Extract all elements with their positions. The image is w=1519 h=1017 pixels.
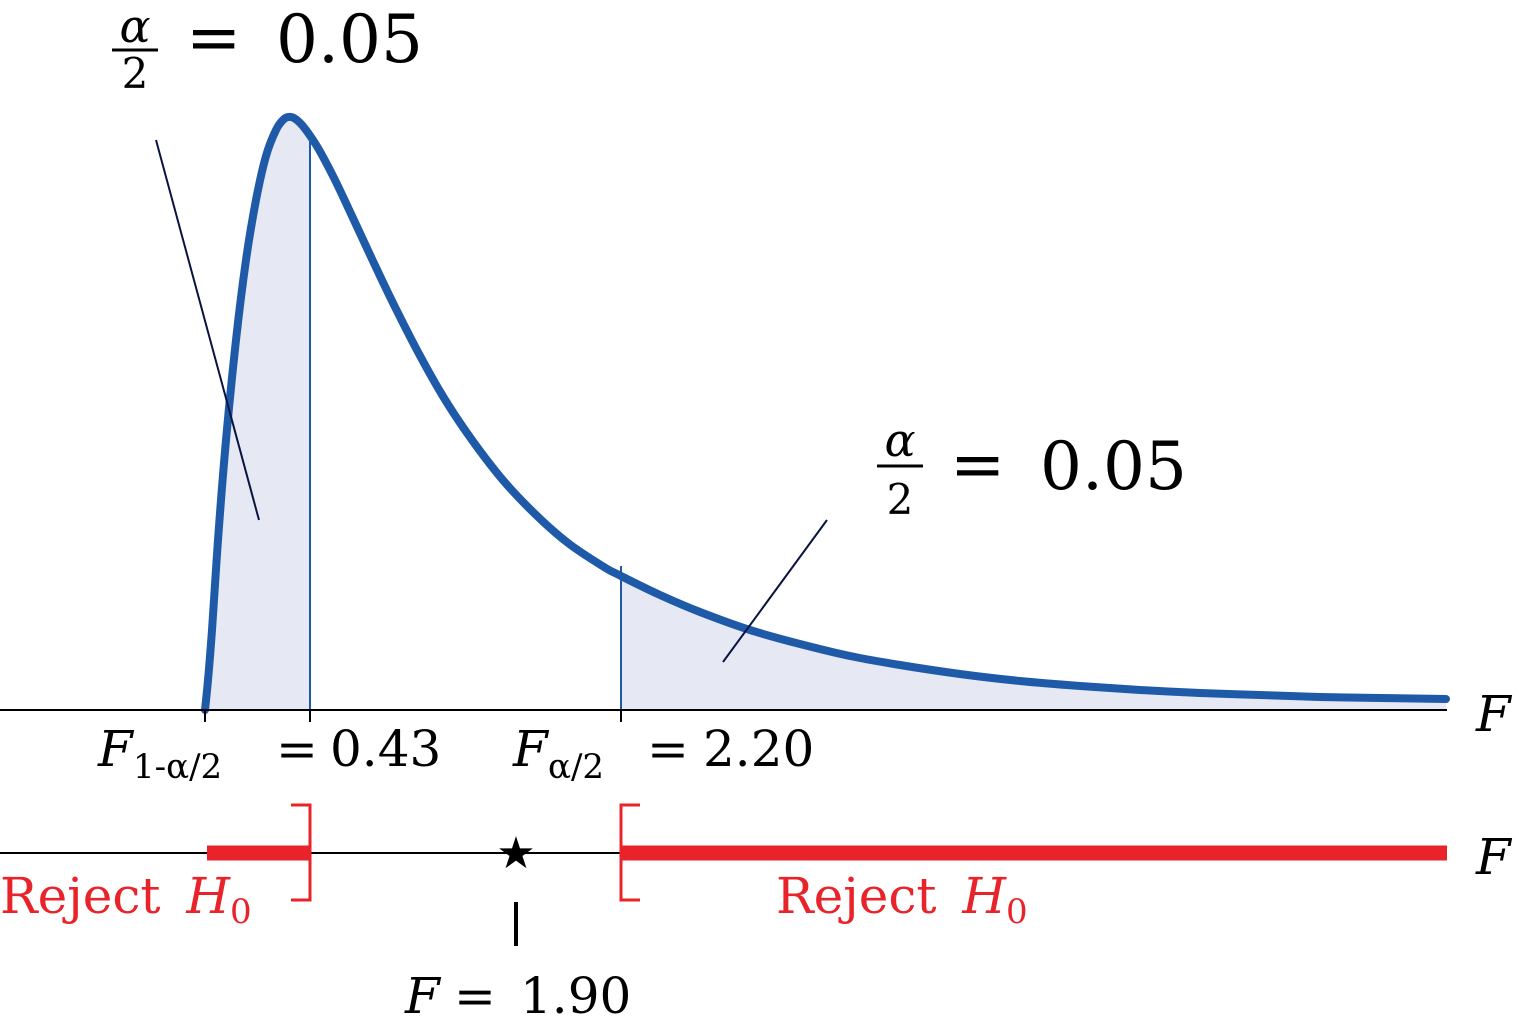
left-region-bracket <box>291 803 312 902</box>
hypothesis-subscript: 0 <box>230 892 252 932</box>
critical-subscript: α/2 <box>548 747 604 787</box>
hypothesis-symbol: H <box>961 867 1007 925</box>
alpha-equals: = <box>950 426 1005 503</box>
statistic-equals: = <box>454 967 496 1017</box>
right-alpha-leader-line <box>722 519 828 663</box>
hypothesis-symbol: H <box>185 867 231 925</box>
right-region-bracket <box>619 803 640 902</box>
critical-equals: = <box>647 720 689 778</box>
critical-value: 0.43 <box>330 720 441 778</box>
alpha-value: 0.05 <box>1040 428 1187 505</box>
f-density-curve <box>201 112 1450 714</box>
left-alpha-leader-line <box>155 139 260 521</box>
critical-equals: = <box>276 720 318 778</box>
lower-critical-value-label: F 1-α/2 = 0.43 <box>97 720 441 787</box>
alpha-value: 0.05 <box>276 1 423 78</box>
critical-symbol: F <box>512 720 550 778</box>
axis-label-f-top: F <box>1475 685 1513 743</box>
left-tail-shaded-area <box>205 117 310 710</box>
axis-label-f-bottom: F <box>1475 828 1513 886</box>
critical-value: 2.20 <box>703 720 814 778</box>
alpha-numerator: α <box>119 0 150 53</box>
top-alpha-over-2-label: α 2 = 0.05 <box>112 0 423 98</box>
alpha-denominator: 2 <box>887 475 914 524</box>
right-tail-shaded-area <box>621 576 1446 710</box>
reject-h0-left-label: Reject H0 <box>0 867 252 932</box>
statistic-value: 1.90 <box>520 967 631 1017</box>
test-statistic-star-icon: ★ <box>496 828 535 879</box>
reject-h0-right-label: Reject H0 <box>776 867 1028 932</box>
statistic-symbol: F <box>404 967 442 1017</box>
reject-text: Reject <box>0 867 160 925</box>
hypothesis-subscript: 0 <box>1006 892 1028 932</box>
critical-symbol: F <box>97 720 135 778</box>
critical-subscript: 1-α/2 <box>133 747 222 787</box>
reject-text: Reject <box>776 867 936 925</box>
alpha-equals: = <box>186 0 241 76</box>
alpha-numerator: α <box>884 413 915 467</box>
test-statistic-label: F = 1.90 <box>404 967 631 1017</box>
alpha-denominator: 2 <box>122 49 149 98</box>
right-alpha-over-2-label: α 2 = 0.05 <box>877 413 1187 524</box>
upper-critical-value-label: F α/2 = 2.20 <box>512 720 814 787</box>
